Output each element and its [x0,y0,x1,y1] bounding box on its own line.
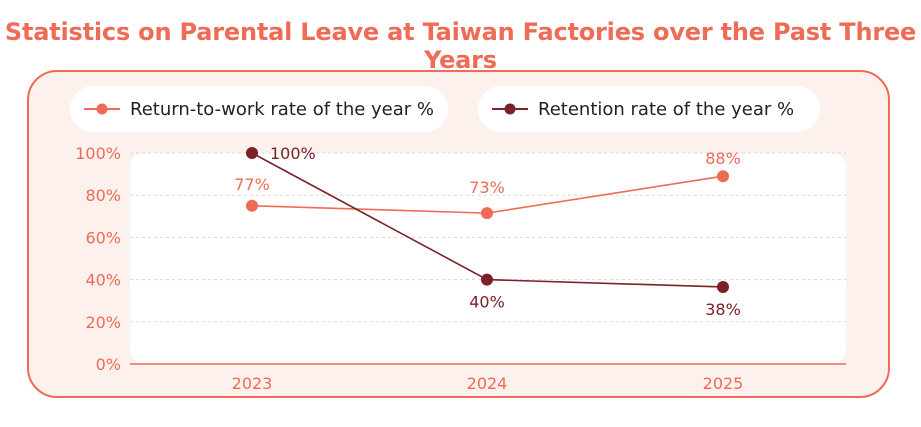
data-label: 73% [469,178,505,197]
data-label: 77% [234,175,270,194]
data-label: 100% [270,144,316,163]
y-tick-label: 80% [85,186,121,205]
data-point [481,207,493,220]
data-label: 88% [705,149,741,168]
data-point [717,280,729,293]
legend-label-retention: Retention rate of the year % [538,98,795,120]
legend-swatch-return-to-work [84,103,120,115]
x-tick-label: 2023 [232,374,273,393]
legend-label-return-to-work: Return-to-work rate of the year % [130,98,435,120]
data-point [481,273,493,286]
data-point [717,170,729,183]
y-tick-label: 0% [96,355,121,374]
legend-item-return-to-work: Return-to-work rate of the year % [70,86,448,132]
data-label: 38% [705,300,741,319]
legend-swatch-retention [492,103,528,115]
y-tick-label: 60% [85,228,121,247]
chart-title: Statistics on Parental Leave at Taiwan F… [4,18,917,74]
y-tick-label: 20% [85,313,121,332]
x-tick-label: 2024 [467,374,508,393]
legend-item-retention: Retention rate of the year % [478,86,820,132]
data-point [246,147,258,159]
data-label: 40% [469,293,505,312]
plot-area [130,153,846,364]
x-tick-label: 2025 [703,374,744,393]
data-point [246,199,258,212]
y-tick-label: 40% [85,271,121,290]
y-tick-label: 100% [75,144,121,163]
